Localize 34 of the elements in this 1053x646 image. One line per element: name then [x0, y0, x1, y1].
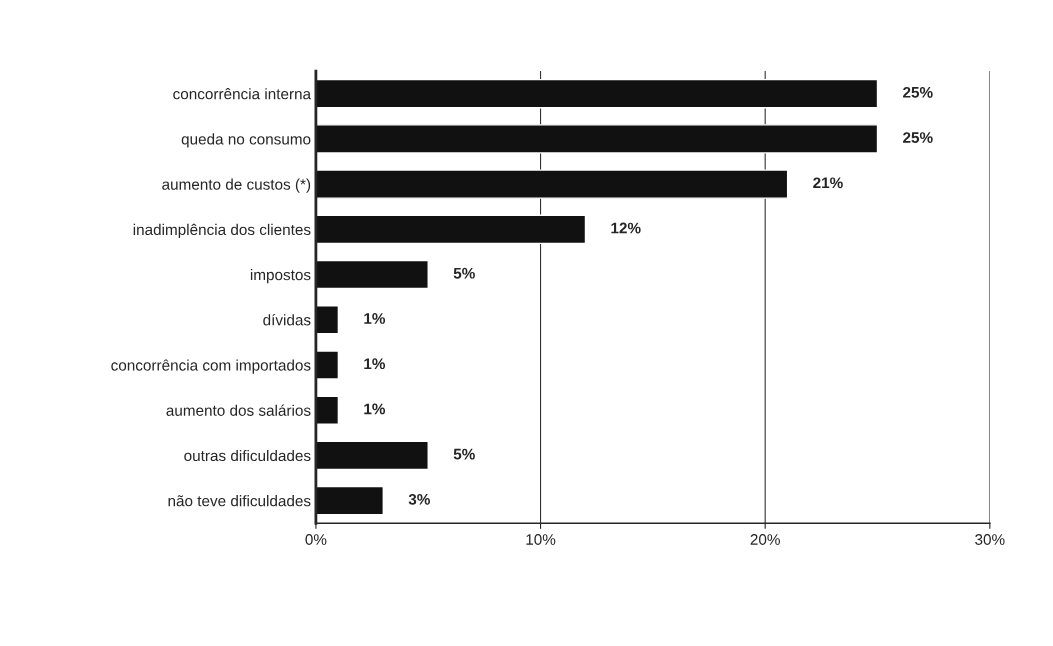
y-tick-label: inadimplência dos clientes	[133, 223, 311, 239]
bar	[315, 169, 789, 199]
data-label: 21%	[813, 177, 843, 189]
x-tick-label: 30%	[975, 534, 1005, 545]
y-tick-label: queda no consumo	[181, 133, 311, 148]
data-label: 1%	[364, 358, 386, 370]
bar	[315, 78, 879, 109]
bar	[315, 350, 340, 380]
bar	[315, 305, 340, 335]
data-label: 25%	[903, 132, 933, 143]
bar	[315, 124, 879, 154]
x-tick-label: 0%	[305, 534, 327, 545]
x-tick-label: 10%	[526, 534, 556, 545]
data-label: 1%	[364, 313, 386, 324]
data-label: 5%	[453, 267, 475, 279]
data-label: 25%	[903, 86, 933, 98]
data-label: 5%	[453, 448, 475, 460]
bar	[315, 214, 587, 245]
data-label: 12%	[611, 222, 641, 234]
bar	[315, 485, 384, 516]
y-tick-label: impostos	[250, 269, 311, 284]
bar	[315, 395, 340, 425]
y-tick-label: dívidas	[263, 314, 311, 326]
y-tick-label: aumento dos salários	[166, 404, 311, 416]
y-tick-label: concorrência com importados	[111, 359, 311, 374]
data-label: 3%	[408, 493, 430, 505]
y-tick-label: outras dificuldades	[184, 449, 311, 462]
y-tick-label: aumento de custos (*)	[162, 178, 311, 193]
y-tick-label: não teve dificuldades	[168, 495, 311, 507]
x-tick-label: 20%	[750, 534, 780, 545]
bar	[315, 259, 429, 290]
y-tick-label: concorrência interna	[173, 88, 312, 100]
bar	[315, 440, 429, 471]
data-label: 1%	[364, 403, 386, 415]
